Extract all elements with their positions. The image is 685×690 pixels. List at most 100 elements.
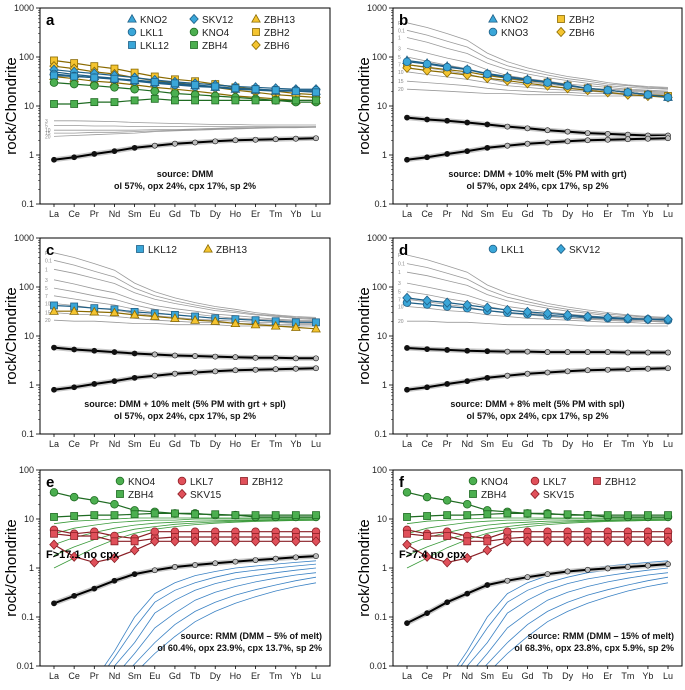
residue-lower-point	[131, 144, 138, 151]
legend-label-ZBH6: ZBH6	[264, 41, 290, 52]
residue-lower-point	[404, 156, 410, 163]
model-curve-label: 5	[398, 290, 401, 296]
y-tick-label: 1	[29, 150, 34, 160]
blue-model-curve	[107, 563, 317, 666]
residue-lower-point	[272, 555, 279, 562]
residue-lower-point	[212, 138, 219, 145]
residue-lower-point	[404, 620, 410, 627]
x-tick-label-Yb: Yb	[290, 671, 301, 681]
series-point-ZBH4	[50, 100, 58, 108]
series-point-KNO4	[422, 492, 432, 502]
x-tick-label-Ho: Ho	[230, 671, 242, 681]
residue-lower-point	[252, 557, 259, 563]
model-curve-label: 0.1	[398, 28, 405, 34]
residue-lower-point	[665, 561, 671, 568]
series-point-ZBH13	[89, 306, 100, 316]
legend-marker-ZBH4	[116, 490, 124, 498]
residue-lower-point	[232, 558, 239, 565]
series-point-ZBH12	[443, 532, 452, 540]
series-point-SKV12	[623, 313, 633, 324]
x-tick-label-Ho: Ho	[230, 209, 242, 219]
residue-lower-point	[91, 151, 98, 157]
residue-upper-point	[111, 349, 118, 355]
x-tick-label-Tb: Tb	[542, 209, 553, 219]
series-point-KNO4	[110, 83, 119, 92]
plot-area-e	[49, 488, 321, 666]
series-point-ZBH13	[109, 307, 120, 317]
residue-upper	[406, 347, 668, 354]
x-tick-label-Tb: Tb	[190, 209, 201, 219]
residue-upper-point	[232, 354, 239, 361]
source-line-2: ol 57%, opx 24%, cpx 17%, sp 2%	[466, 181, 608, 191]
series-point-ZBH4	[90, 511, 99, 520]
y-tick-label: 1	[382, 563, 387, 573]
y-tick-label: 10	[377, 514, 387, 524]
x-tick-label-Sm: Sm	[481, 209, 495, 219]
y-tick-label: 1	[382, 380, 387, 390]
y-tick-label: 0.1	[21, 612, 34, 622]
residue-lower-point	[564, 568, 571, 575]
residue-upper-point	[645, 349, 651, 356]
residue-upper-point	[504, 123, 511, 130]
series-point-ZBH4	[271, 96, 280, 105]
model-curve-label: 15	[45, 311, 51, 317]
series-point-ZBH4	[150, 509, 159, 518]
residue-lower-point	[272, 366, 279, 373]
residue-upper-point	[584, 130, 591, 136]
series-point-KNO3	[503, 73, 512, 82]
y-tick-label: 0.01	[369, 661, 387, 671]
residue-lower-point	[252, 366, 259, 373]
residue-lower	[406, 563, 669, 624]
source-line-2: ol 60.4%, opx 23.9%, cpx 13.7%, sp 2%	[157, 643, 322, 653]
series-point-KNO3	[543, 78, 552, 87]
legend-marker-KNO2	[127, 13, 137, 23]
residue-upper-point	[544, 127, 551, 134]
legend-marker-ZBH13	[251, 13, 261, 23]
series-point-KNO3	[603, 85, 613, 95]
plot-area-f	[402, 488, 673, 666]
model-curve-label: 3	[45, 278, 48, 284]
x-tick-label-Eu: Eu	[502, 209, 513, 219]
x-tick-label-Gd: Gd	[169, 209, 181, 219]
legend-marker-ZBH12	[593, 477, 601, 485]
x-tick-label-Nd: Nd	[461, 439, 473, 449]
series-point-KNO4	[130, 84, 139, 94]
y-axis-label: rock/Chondrite	[3, 57, 20, 155]
series-point-SKV15	[663, 536, 673, 547]
residue-lower-point	[111, 148, 118, 155]
y-tick-label: 0.1	[21, 429, 34, 439]
residue-upper-point	[424, 346, 430, 353]
panel-f: 0.01 0.1 1 10 100 La Ce Pr Nd Sm Eu Gd Tb Dy Ho Er Tm Yb L…	[356, 465, 683, 681]
legend-marker-KNO4	[468, 476, 478, 486]
residue-lower-point	[71, 592, 78, 599]
legend-marker-ZBH2	[557, 15, 565, 23]
x-tick-label-Ce: Ce	[68, 439, 80, 449]
model-curve-label: 5	[45, 123, 48, 129]
y-axis-label: rock/Chondrite	[3, 519, 20, 617]
series-point-ZBH13	[230, 318, 241, 328]
x-tick-label-Gd: Gd	[169, 671, 181, 681]
panel-letter: e	[46, 474, 54, 491]
residue-upper-point	[524, 348, 531, 355]
model-curve-label: 15	[398, 79, 404, 85]
y-axis-label: rock/Chondrite	[356, 519, 373, 617]
legend: KNO4 LKL7 ZBH12 ZBH4 SKV15	[468, 476, 637, 501]
residue-upper-point	[313, 355, 319, 362]
series-point-SKV15	[502, 536, 513, 547]
x-tick-label-Eu: Eu	[149, 671, 160, 681]
y-tick-label: 100	[19, 282, 34, 292]
legend-label-ZBH12: ZBH12	[252, 477, 284, 488]
series-point-ZBH4	[271, 511, 280, 520]
series-point-ZBH4	[603, 511, 612, 520]
x-tick-label-Tm: Tm	[621, 439, 634, 449]
series-point-ZBH4	[211, 510, 220, 519]
residue-lower-point	[604, 565, 611, 572]
residue-upper-point	[172, 352, 178, 359]
series-point-SKV15	[170, 536, 180, 547]
series-point-ZBH4	[463, 511, 472, 520]
series-point-ZBH13	[170, 313, 180, 322]
model-curve-F5	[54, 125, 316, 127]
series-point-ZBH12	[130, 537, 139, 546]
x-tick-label-Yb: Yb	[642, 671, 653, 681]
residue-upper-point	[71, 346, 78, 353]
